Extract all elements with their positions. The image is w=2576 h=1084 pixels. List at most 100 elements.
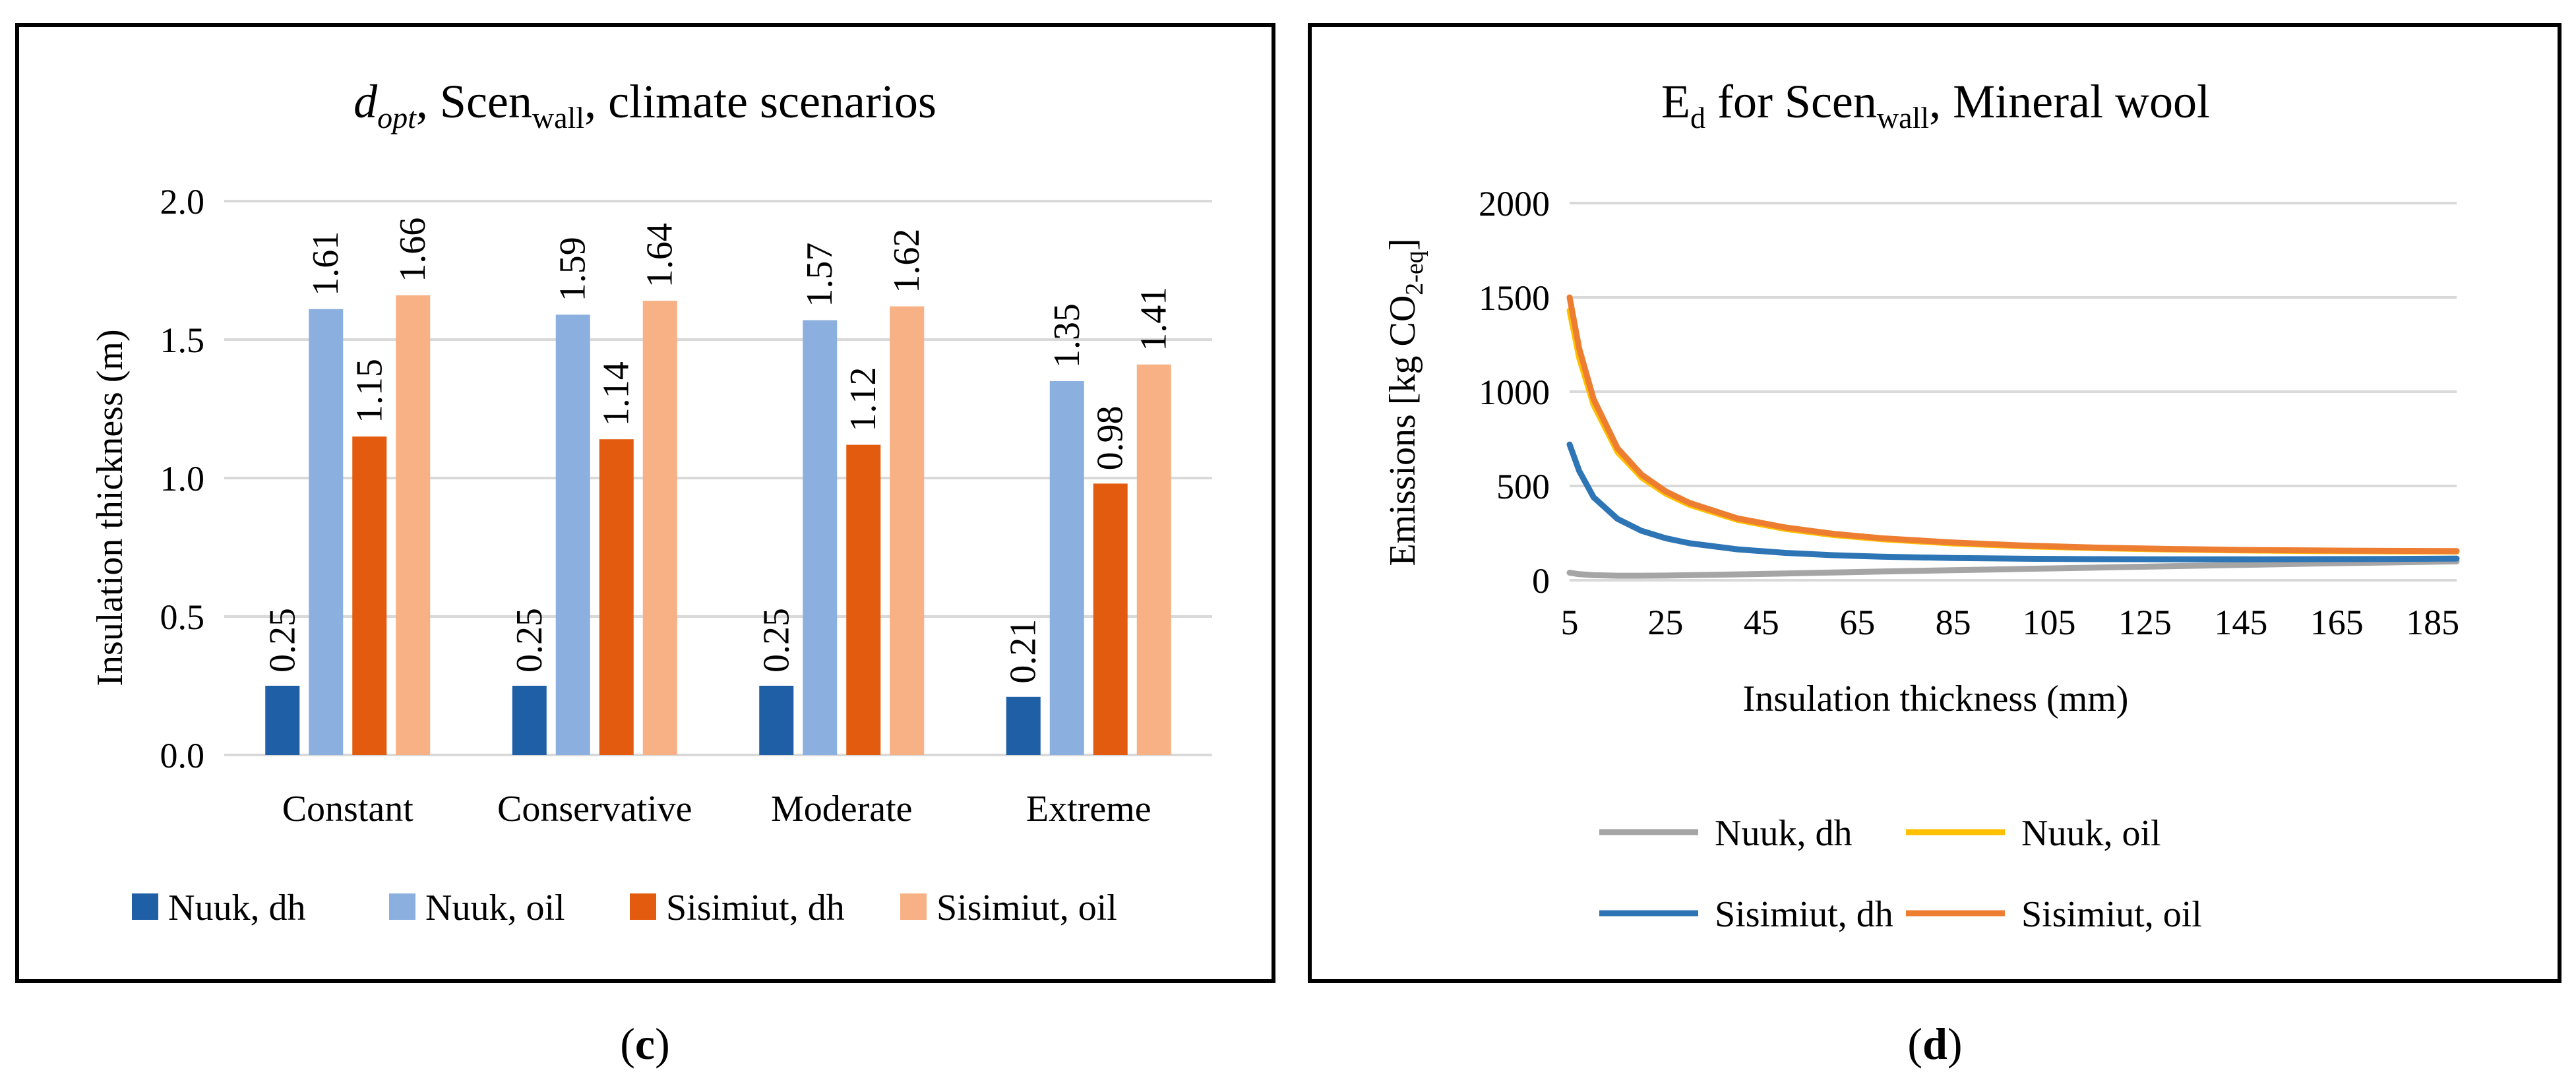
legend-item-sisimiut-dh: Sisimiut, dh: [1599, 894, 1893, 935]
panel-c-y-tick-label: 0.5: [160, 597, 205, 637]
data-label-nuuk-dh-moderate: 0.25: [756, 608, 797, 673]
legend-item-sisimiut-dh: Sisimiut, dh: [630, 888, 845, 928]
panel-d-x-tick-label: 65: [1839, 603, 1875, 642]
panel-d-gridlines: [1570, 202, 2457, 582]
panel-d-title: Ed for Scenwall, Mineral wool: [1661, 75, 2210, 135]
data-label-nuuk-dh-constant: 0.25: [262, 608, 303, 673]
bar-nuuk-dh-extreme: [1006, 696, 1041, 755]
panel-c-y-tick-label: 1.0: [160, 459, 205, 498]
panel-d-x-tick-label: 45: [1744, 603, 1779, 642]
bar-nuuk-oil-extreme: [1049, 381, 1084, 755]
panel-d-x-tick-label: 145: [2214, 603, 2267, 642]
bar-sisimiut-dh-extreme: [1093, 483, 1128, 755]
panel-d-y-tick-label: 1500: [1479, 278, 1550, 318]
panel-c-category-labels: Constant Conservative Moderate Extreme: [282, 789, 1151, 829]
data-label-nuuk-dh-conservative: 0.25: [509, 608, 550, 673]
panel-c-y-tick-label: 0.0: [160, 736, 205, 775]
panel-d-x-tick-label: 105: [2023, 603, 2076, 642]
panel-c-y-axis-label: Insulation thickness (m): [90, 329, 131, 686]
panel-c-legend: Nuuk, dh Nuuk, oil Sisimiut, dh Sisimiut, o…: [132, 888, 1117, 928]
legend-swatch: [630, 893, 656, 920]
panel-d-frame: [1308, 23, 2561, 983]
legend-item-sisimiut-oil: Sisimiut, oil: [1906, 894, 2202, 935]
data-label-sisimiut-dh-moderate: 1.12: [843, 367, 884, 432]
data-label-nuuk-oil-moderate: 1.57: [799, 243, 840, 307]
panel-d-x-tick-labels: 5 25 45 65 85 105 125 145 165 185: [1561, 603, 2460, 642]
data-label-sisimiut-dh-conservative: 1.14: [596, 361, 637, 426]
panel-d-x-tick-label: 5: [1561, 603, 1579, 642]
legend-label: Nuuk, oil: [425, 888, 565, 928]
bar-sisimiut-dh-moderate: [846, 444, 881, 755]
legend-label: Nuuk, dh: [168, 888, 305, 928]
panel-d-x-tick-label: 85: [1936, 603, 1971, 642]
data-label-sisimiut-oil-moderate: 1.62: [886, 229, 927, 293]
caption-c: (c): [620, 1019, 670, 1069]
bar-nuuk-oil-moderate: [803, 320, 838, 756]
line-sisimiut-dh: [1566, 441, 2460, 562]
panel-c: dopt, Scenwall, climate scenarios Insula…: [15, 23, 1275, 983]
legend-label: Sisimiut, oil: [936, 888, 1117, 928]
category-label-extreme: Extreme: [1026, 789, 1151, 829]
bar-nuuk-dh-conservative: [512, 686, 547, 755]
data-label-nuuk-dh-extreme: 0.21: [1003, 619, 1044, 684]
legend-label: Sisimiut, dh: [1715, 894, 1893, 935]
category-label-constant: Constant: [282, 789, 414, 829]
panel-d-y-tick-label: 500: [1496, 467, 1550, 506]
panel-c-y-tick-labels: 0.0 0.5 1.0 1.5 2.0: [160, 182, 205, 775]
data-label-sisimiut-oil-conservative: 1.64: [640, 223, 681, 287]
legend-item-nuuk-oil: Nuuk, oil: [389, 888, 565, 928]
caption-d: (d): [1907, 1019, 1962, 1069]
legend-item-nuuk-dh: Nuuk, dh: [1599, 813, 1852, 854]
panel-d-y-tick-label: 0: [1532, 561, 1550, 601]
panel-d-x-tick-label: 185: [2406, 603, 2459, 642]
bar-nuuk-oil-conservative: [555, 315, 590, 755]
panel-d: Ed for Scenwall, Mineral wool Emissions …: [1308, 23, 2561, 983]
panel-c-title: dopt, Scenwall, climate scenarios: [353, 75, 936, 135]
panel-d-y-axis-label: Emissions [kg CO2-eq]: [1382, 239, 1428, 566]
panel-d-legend: Nuuk, dh Nuuk, oil Sisimiut, dh Sisimiut, o…: [1599, 813, 2202, 935]
panel-c-data-labels: 0.25 1.61 1.15 1.66 0.25 1.59 1.14 1.64 0.25 1.57…: [262, 218, 1175, 684]
panel-d-y-tick-labels: 0 500 1000 1500 2000: [1479, 184, 1550, 601]
legend-item-nuuk-dh: Nuuk, dh: [132, 888, 305, 928]
data-label-sisimiut-dh-extreme: 0.98: [1090, 406, 1131, 470]
panel-d-x-tick-label: 25: [1647, 603, 1683, 642]
panel-d-series-lines: [1566, 294, 2460, 579]
legend-label: Nuuk, oil: [2021, 813, 2161, 854]
legend-label: Sisimiut, dh: [666, 888, 845, 928]
panel-c-bars: [265, 295, 1171, 756]
panel-d-x-tick-label: 165: [2310, 603, 2364, 642]
line-nuuk-dh: [1566, 558, 2460, 579]
data-label-sisimiut-dh-constant: 1.15: [349, 359, 390, 423]
panel-c-y-tick-label: 2.0: [160, 182, 205, 222]
bar-sisimiut-dh-constant: [352, 437, 387, 755]
line-sisimiut-oil: [1566, 294, 2460, 555]
legend-swatch: [132, 893, 158, 920]
data-label-sisimiut-oil-constant: 1.66: [392, 218, 433, 282]
bar-sisimiut-oil-extreme: [1136, 364, 1171, 755]
data-label-nuuk-oil-constant: 1.61: [305, 231, 346, 296]
panel-c-y-tick-label: 1.5: [160, 320, 205, 360]
bar-nuuk-dh-constant: [265, 686, 300, 755]
panel-c-gridlines: [224, 200, 1212, 756]
bar-sisimiut-oil-conservative: [642, 301, 677, 755]
bar-sisimiut-dh-conservative: [599, 439, 634, 755]
panel-d-x-tick-label: 125: [2118, 603, 2172, 642]
legend-label: Nuuk, dh: [1715, 813, 1852, 854]
bar-sisimiut-oil-constant: [396, 295, 431, 755]
data-label-nuuk-oil-conservative: 1.59: [553, 237, 594, 301]
panel-d-y-tick-label: 2000: [1479, 184, 1550, 224]
bar-sisimiut-oil-moderate: [890, 306, 925, 756]
panel-d-x-axis-label: Insulation thickness (mm): [1743, 678, 2129, 719]
data-label-sisimiut-oil-extreme: 1.41: [1134, 287, 1175, 351]
category-label-conservative: Conservative: [497, 789, 692, 829]
category-label-moderate: Moderate: [771, 789, 913, 829]
legend-label: Sisimiut, oil: [2021, 894, 2202, 935]
legend-item-sisimiut-oil: Sisimiut, oil: [900, 888, 1117, 928]
panel-d-y-tick-label: 1000: [1479, 373, 1550, 412]
data-label-nuuk-oil-extreme: 1.35: [1047, 303, 1088, 368]
legend-swatch: [900, 893, 927, 920]
bar-nuuk-dh-moderate: [759, 686, 794, 755]
legend-item-nuuk-oil: Nuuk, oil: [1906, 813, 2161, 854]
bar-nuuk-oil-constant: [309, 309, 344, 755]
